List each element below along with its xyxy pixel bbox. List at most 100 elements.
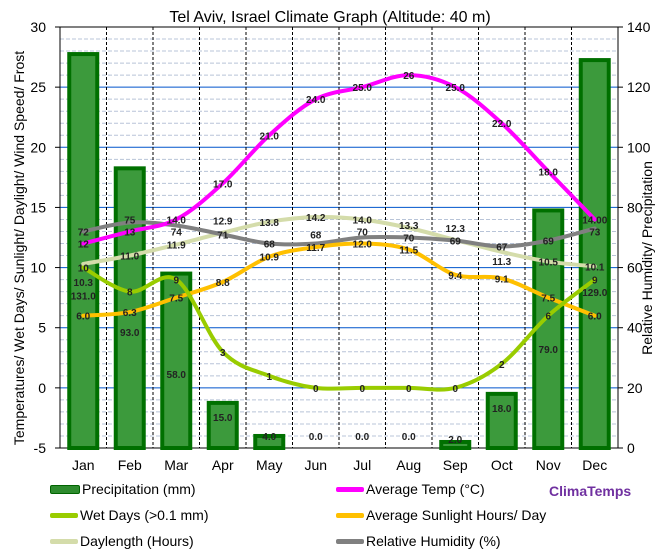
x-tick-label: Jan xyxy=(72,457,95,473)
data-label: 21.0 xyxy=(260,131,280,142)
data-label: 13.3 xyxy=(399,221,419,232)
data-label: 11.3 xyxy=(492,257,511,268)
data-label: 13 xyxy=(124,227,136,238)
data-label: 0 xyxy=(359,384,365,395)
precipitation-data-label: 0.0 xyxy=(355,432,369,443)
precipitation-data-label: 93.0 xyxy=(120,328,140,339)
x-tick-label: Jun xyxy=(304,457,327,473)
data-label: 11.7 xyxy=(306,243,325,254)
data-label: 6 xyxy=(545,312,551,323)
data-label: 73 xyxy=(589,227,601,238)
x-tick-label: Feb xyxy=(118,457,142,473)
left-tick-label: 0 xyxy=(38,380,46,396)
plot-area xyxy=(59,26,619,449)
data-label: 18.0 xyxy=(539,167,559,178)
data-label: 10.3 xyxy=(74,278,94,289)
precipitation-bar xyxy=(578,58,611,450)
left-tick-label: 30 xyxy=(30,19,46,35)
legend-label: Average Sunlight Hours/ Day xyxy=(366,507,547,523)
data-label: 68 xyxy=(264,240,276,251)
left-tick-label: 25 xyxy=(30,79,46,95)
data-label: 14.0 xyxy=(167,215,187,226)
data-label: 10 xyxy=(78,264,90,275)
data-label: 14.00 xyxy=(582,215,607,226)
data-label: 22.0 xyxy=(492,119,512,130)
data-label: 11.9 xyxy=(167,241,186,252)
data-label: 12.0 xyxy=(353,240,373,251)
data-label: 3 xyxy=(220,348,226,359)
chart-title: Tel Aviv, Israel Climate Graph (Altitude… xyxy=(169,9,490,26)
data-label: 25.0 xyxy=(446,83,466,94)
legend-label: Wet Days (>0.1 mm) xyxy=(80,507,209,523)
precipitation-data-label: 0.0 xyxy=(309,432,323,443)
right-tick-label: 120 xyxy=(627,79,651,95)
data-label: 9 xyxy=(592,276,598,287)
right-tick-label: 140 xyxy=(627,19,651,35)
data-label: 11.5 xyxy=(399,246,418,257)
precipitation-bar xyxy=(206,400,239,450)
data-label: 0 xyxy=(452,384,458,395)
data-label: 12 xyxy=(78,240,90,251)
data-label: 71 xyxy=(217,230,229,241)
legend-humidity: Relative Humidity (%) xyxy=(336,533,501,549)
data-label: 0 xyxy=(406,384,412,395)
left-tick-label: 5 xyxy=(38,320,46,336)
data-label: 12.3 xyxy=(446,224,466,235)
right-tick-label: 60 xyxy=(627,260,643,276)
data-label: 70 xyxy=(357,228,369,239)
right-tick-label: 0 xyxy=(627,440,635,456)
data-label: 11.0 xyxy=(120,252,139,263)
right-tick-label: 40 xyxy=(627,320,643,336)
series-line-relative-humidity- xyxy=(81,220,597,249)
data-label: 17.0 xyxy=(213,179,233,190)
precipitation-data-label: 18.0 xyxy=(492,404,512,415)
x-tick-label: Oct xyxy=(491,457,513,473)
x-tick-label: Sep xyxy=(443,457,468,473)
legend-swatch xyxy=(50,512,78,518)
data-label: 9.1 xyxy=(495,274,509,285)
legend-wet-days: Wet Days (>0.1 mm) xyxy=(50,507,209,523)
data-label: 6.0 xyxy=(588,312,602,323)
right-tick-label: 20 xyxy=(627,380,643,396)
data-label: 9.4 xyxy=(448,271,462,282)
legend-swatch xyxy=(50,538,78,544)
data-label: 2 xyxy=(499,360,505,371)
data-label: 1 xyxy=(266,372,272,383)
data-label: 67 xyxy=(496,243,508,254)
data-label: 6.3 xyxy=(123,308,137,319)
legend-swatch xyxy=(50,484,80,494)
data-label: 24.0 xyxy=(306,95,326,106)
x-tick-label: Aug xyxy=(396,457,421,473)
data-label: 70 xyxy=(403,234,415,245)
x-tick-label: Jul xyxy=(353,457,371,473)
x-tick-label: Apr xyxy=(212,457,234,473)
series-line-daylength-hours- xyxy=(81,214,597,269)
precipitation-data-label: 0.0 xyxy=(402,432,416,443)
precipitation-data-label: 79.0 xyxy=(539,345,559,356)
data-label: 69 xyxy=(543,237,555,248)
data-label: 8.8 xyxy=(216,278,230,289)
legend-daylength: Daylength (Hours) xyxy=(50,533,194,549)
precipitation-bar xyxy=(253,433,286,451)
data-label: 25.0 xyxy=(353,83,373,94)
data-label: 12.9 xyxy=(213,217,233,228)
precipitation-data-label: 15.0 xyxy=(213,413,233,424)
data-label: 6.0 xyxy=(76,312,90,323)
left-axis-label: Temperatures/ Wet Days/ Sunlight/ Daylig… xyxy=(11,51,27,445)
data-label: 14.2 xyxy=(306,213,326,224)
precipitation-data-label: 129.0 xyxy=(582,288,607,299)
data-label: 74 xyxy=(171,227,183,238)
right-tick-label: 80 xyxy=(627,199,643,215)
data-label: 72 xyxy=(78,227,90,238)
data-label: 75 xyxy=(124,215,136,226)
legend-label: Precipitation (mm) xyxy=(82,481,196,497)
precipitation-bar xyxy=(532,208,565,450)
legend-swatch xyxy=(336,512,364,518)
left-tick-label: 20 xyxy=(30,139,46,155)
left-tick-label: 15 xyxy=(30,199,46,215)
precipitation-data-label: 4.0 xyxy=(262,432,276,443)
data-label: 7.5 xyxy=(541,294,555,305)
x-tick-label: Nov xyxy=(536,457,561,473)
